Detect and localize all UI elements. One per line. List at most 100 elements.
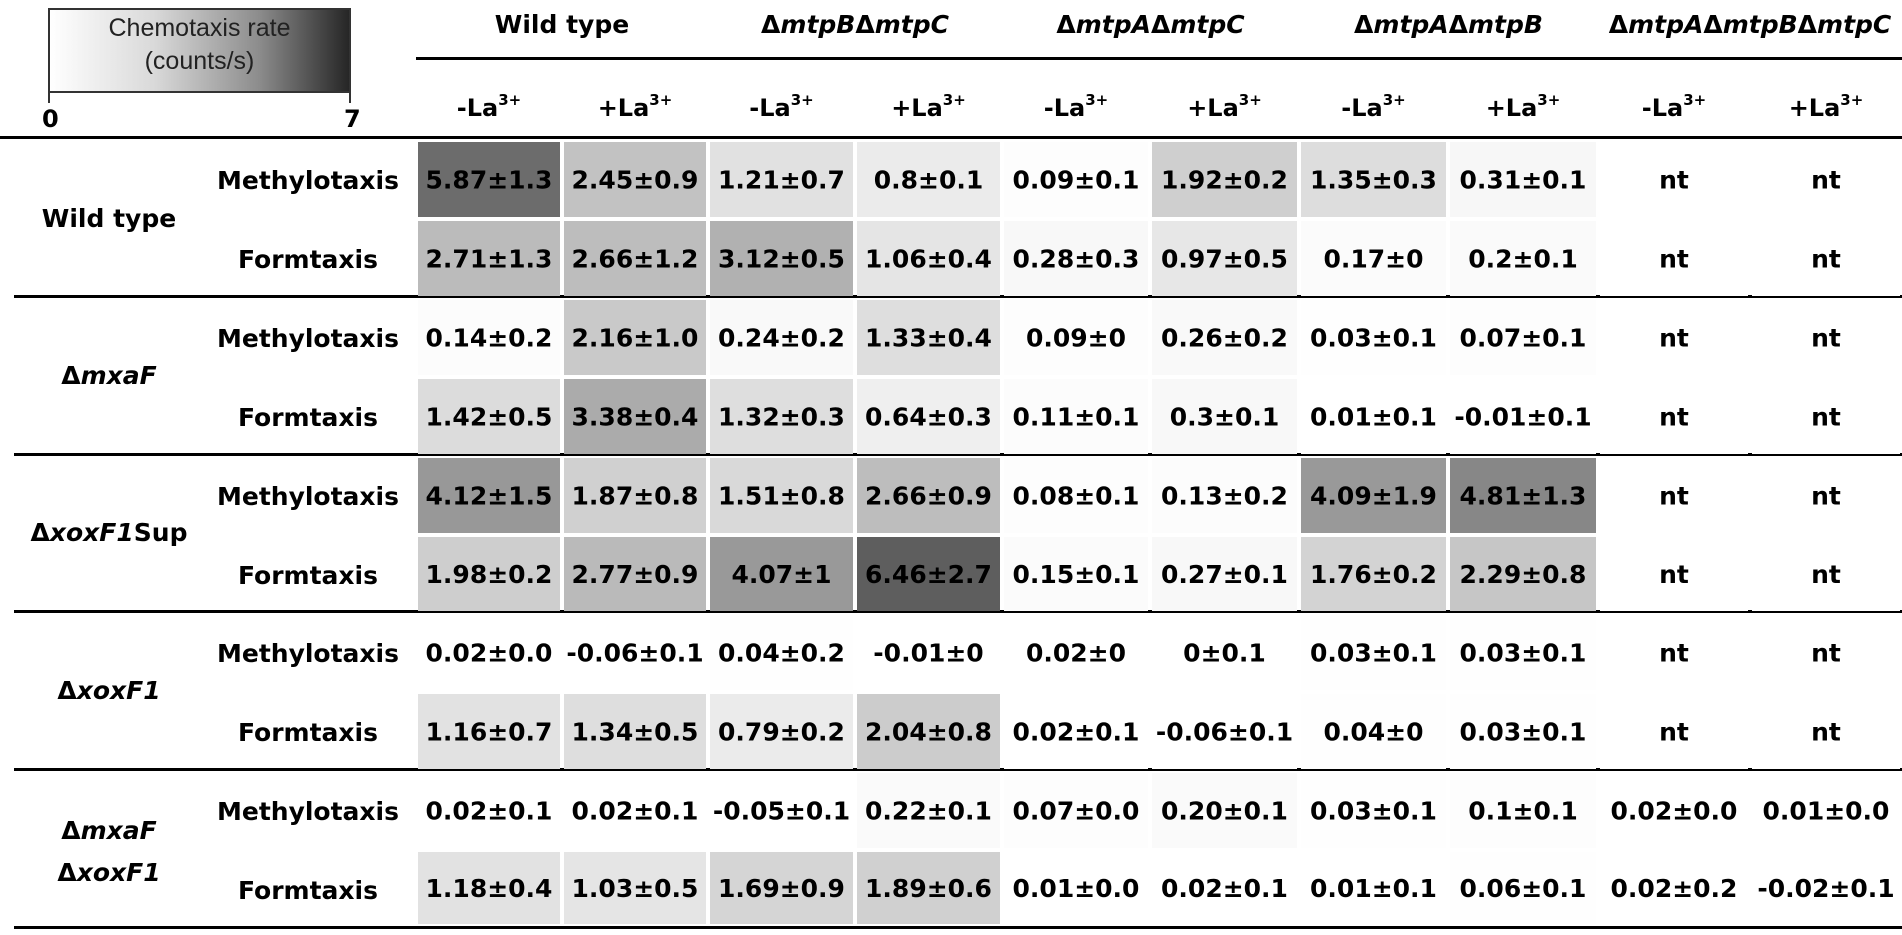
heatmap-cell — [418, 773, 560, 848]
heatmap-cell-label: nt — [1659, 166, 1689, 195]
condition-header: +La3+ — [597, 91, 673, 122]
heatmap-cell-label: 4.09±1.9 — [1310, 482, 1437, 511]
heatmap-cell-label: 1.51±0.8 — [718, 482, 845, 511]
heatmap-cell-label: 0.02±0 — [1026, 639, 1126, 668]
heatmap-cell — [1450, 300, 1596, 375]
heatmap-cell — [1752, 142, 1900, 217]
heatmap-cell-label: -0.05±0.1 — [713, 797, 850, 826]
heatmap-cell-label: 1.21±0.7 — [718, 166, 845, 195]
condition-header: -La3+ — [456, 91, 522, 122]
heatmap-cell-label: 0.09±0 — [1026, 324, 1126, 353]
heatmap-cell — [564, 221, 706, 296]
condition-header: -La3+ — [1043, 91, 1109, 122]
heatmap-cell — [1450, 615, 1596, 690]
heatmap-cell-label: 0.01±0.0 — [1763, 797, 1890, 826]
heatmap-cell-label: nt — [1811, 166, 1841, 195]
heatmap-cell — [1152, 537, 1297, 611]
column-header-wild-type: Wild type — [494, 10, 630, 39]
heatmap-cell-label: 0±0.1 — [1183, 639, 1266, 668]
heatmap-cell-label: 0.22±0.1 — [865, 797, 992, 826]
column-header-mtpA-mtpC: ΔmtpAΔmtpC — [1056, 10, 1245, 39]
heatmap-cell-label: 2.45±0.9 — [572, 166, 699, 195]
heatmap-cell-label: 0.13±0.2 — [1161, 482, 1288, 511]
heatmap-cell-label: nt — [1811, 639, 1841, 668]
heatmap-cell — [564, 615, 706, 690]
heatmap-cell-label: nt — [1659, 482, 1689, 511]
heatmap-cell-label: 1.69±0.9 — [718, 874, 845, 903]
table-bottom-rule — [14, 926, 1902, 929]
heatmap-cell — [1301, 694, 1446, 769]
group-divider — [14, 610, 1902, 613]
heatmap-cell-label: 0.79±0.2 — [718, 718, 845, 747]
heatmap-cell — [710, 852, 853, 924]
heatmap-cell — [1152, 694, 1297, 769]
colorbar-title: Chemotaxis rate (counts/s) — [48, 12, 351, 78]
heatmap-cell-label: 1.18±0.4 — [426, 874, 553, 903]
heatmap-cell-label: 0.31±0.1 — [1460, 166, 1587, 195]
heatmap-cell-label: 0.02±0.1 — [572, 797, 699, 826]
heatmap-cell — [1752, 221, 1900, 296]
heatmap-cell — [564, 142, 706, 217]
heatmap-cell-label: 0.02±0.1 — [1161, 874, 1288, 903]
heatmap-cell — [1004, 142, 1148, 217]
heatmap-cell — [857, 142, 1000, 217]
heatmap-cell — [710, 379, 853, 454]
column-header-mtpB-mtpC: ΔmtpBΔmtpC — [761, 10, 949, 39]
heatmap-cell — [418, 142, 560, 217]
heatmap-cell — [710, 300, 853, 375]
row-assay-label: Methylotaxis — [216, 324, 400, 353]
heatmap-cell — [1752, 300, 1900, 375]
header-divider — [416, 57, 1902, 60]
heatmap-cell-label: 0.2±0.1 — [1468, 245, 1578, 274]
heatmap-cell — [1600, 694, 1748, 769]
heatmap-cell-label: 1.92±0.2 — [1161, 166, 1288, 195]
heatmap-cell-label: -0.02±0.1 — [1757, 874, 1894, 903]
heatmap-cell-label: 0.03±0.1 — [1310, 324, 1437, 353]
heatmap-cell-label: 0.26±0.2 — [1161, 324, 1288, 353]
column-header-mtpA-mtpB: ΔmtpAΔmtpB — [1354, 10, 1543, 39]
heatmap-cell — [418, 379, 560, 454]
heatmap-cell — [1600, 458, 1748, 533]
row-strain-wild-type: Wild type — [41, 204, 177, 233]
row-assay-label: Methylotaxis — [216, 639, 400, 668]
row-assay-label: Formtaxis — [237, 718, 378, 747]
heatmap-cell-label: 0.3±0.1 — [1170, 403, 1280, 432]
heatmap-cell — [1152, 300, 1297, 375]
heatmap-cell — [1301, 458, 1446, 533]
heatmap-cell — [1450, 537, 1596, 611]
condition-header: +La3+ — [1788, 91, 1864, 122]
condition-header: -La3+ — [1341, 91, 1406, 122]
heatmap-cell — [1152, 221, 1297, 296]
heatmap-cell-label: 0.97±0.5 — [1161, 245, 1288, 274]
condition-header: -La3+ — [1641, 91, 1707, 122]
heatmap-cell-label: 0.02±0.1 — [426, 797, 553, 826]
heatmap-cell-label: nt — [1811, 718, 1841, 747]
heatmap-cell-label: 0.07±0.1 — [1460, 324, 1587, 353]
heatmap-cell — [1152, 458, 1297, 533]
heatmap-cell — [710, 694, 853, 769]
heatmap-cell — [1752, 379, 1900, 454]
heatmap-cell-label: 0.28±0.3 — [1013, 245, 1140, 274]
column-header-mtpA-mtpB-mtpC: ΔmtpAΔmtpBΔmtpC — [1608, 10, 1892, 39]
heatmap-cell-label: 1.34±0.5 — [572, 718, 699, 747]
heatmap-cell — [857, 537, 1000, 611]
heatmap-cell — [1301, 537, 1446, 611]
heatmap-cell-label: -0.01±0 — [873, 639, 983, 668]
heatmap-cell — [1301, 300, 1446, 375]
heatmap-cell-label: 0.14±0.2 — [426, 324, 553, 353]
heatmap-cell-label: -0.06±0.1 — [1156, 718, 1293, 747]
heatmap-cell-label: 0.09±0.1 — [1013, 166, 1140, 195]
heatmap-cell — [564, 300, 706, 375]
condition-header: -La3+ — [749, 91, 814, 122]
heatmap-cell — [710, 142, 853, 217]
heatmap-cell — [1752, 458, 1900, 533]
heatmap-cell — [710, 537, 853, 611]
heatmap-cell-label: 0.11±0.1 — [1013, 403, 1140, 432]
colorbar-title-line-2: (counts/s) — [144, 47, 255, 75]
heatmap-cell — [1450, 773, 1596, 848]
heatmap-cell-label: 0.06±0.1 — [1460, 874, 1587, 903]
heatmap-cell — [418, 300, 560, 375]
heatmap-cell — [1450, 142, 1596, 217]
row-strain-xoxF1-sup: ΔxoxF1Sup — [30, 518, 188, 547]
